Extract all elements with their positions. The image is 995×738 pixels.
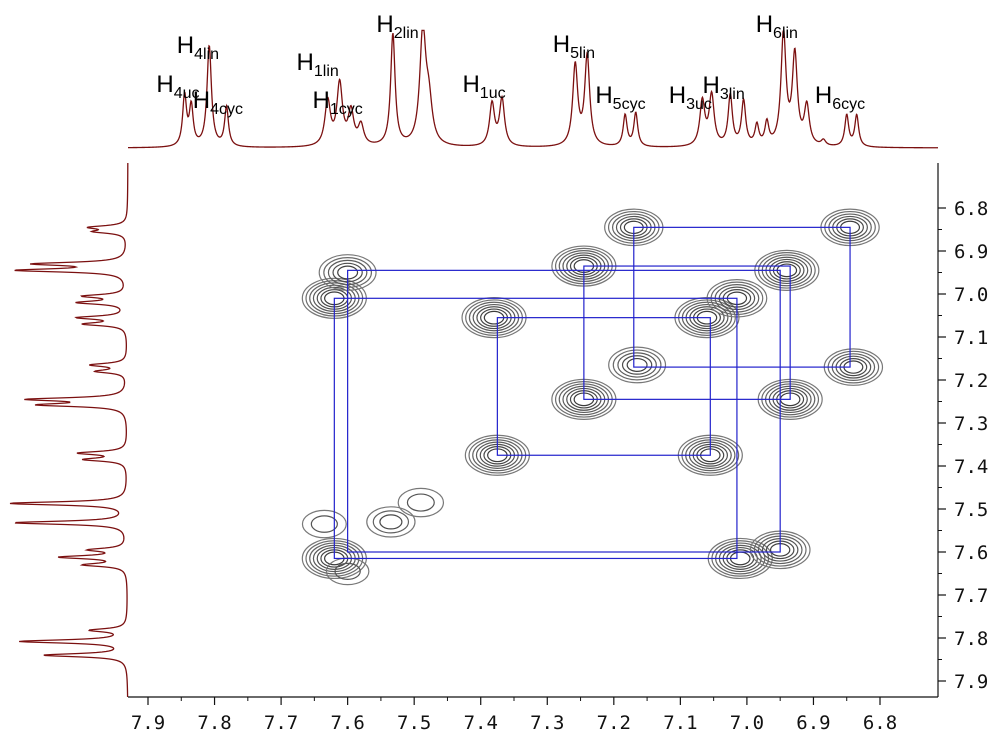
x-tick-label: 7.4 — [464, 712, 498, 734]
x-tick-label: 6.8 — [863, 712, 897, 734]
peak-label-main: H — [297, 49, 314, 76]
x-tick-label: 7.9 — [131, 712, 165, 734]
x-tick-label: 7.8 — [197, 712, 231, 734]
connectivity-box — [347, 269, 781, 553]
contour-level — [397, 487, 445, 518]
y-tick-label: 7.8 — [954, 628, 988, 650]
peak-label-main: H — [595, 82, 612, 109]
contour-level — [372, 510, 410, 534]
y-tick-label: 7.3 — [954, 413, 988, 435]
peak-label-sub: 6lin — [773, 25, 798, 42]
contour-level — [406, 493, 435, 512]
peak-label: H5cyc — [595, 82, 645, 113]
peak-label-main: H — [156, 71, 173, 98]
peak-label: H6cyc — [815, 82, 865, 113]
y-tick-label: 6.8 — [954, 198, 988, 220]
x-tick-label: 6.9 — [796, 712, 830, 734]
peak-label: H4cyc — [193, 87, 243, 118]
connectivity-boxes — [333, 226, 851, 560]
peak-label: H4uc — [156, 71, 199, 102]
contour-level — [612, 349, 662, 381]
peak-label-sub: 5cyc — [613, 96, 646, 113]
y-tick-label: 7.1 — [954, 327, 988, 349]
peak-label: H3uc — [669, 82, 712, 113]
peak-label: H3lin — [702, 72, 744, 103]
contour-level — [379, 514, 403, 530]
x-tick-label: 7.5 — [397, 712, 431, 734]
contour-level — [334, 562, 361, 580]
peak-label-sub: 2lin — [394, 25, 419, 42]
peak-label-sub: 4cyc — [210, 101, 243, 118]
peak-label-sub: 4uc — [174, 85, 200, 102]
peak-label-main: H — [553, 31, 570, 58]
x-tick-label: 7.7 — [264, 712, 298, 734]
peak-label-main: H — [702, 72, 719, 99]
x-axis-ticks: 7.9 7.8 7.7 7.6 7.5 7.4 7.3 7.2 7.1 7.0 6.9 6.8 — [131, 697, 897, 734]
peak-label-main: H — [177, 32, 194, 59]
peak-label-sub: 4lin — [194, 46, 219, 63]
top-spectrum-trace — [128, 29, 938, 149]
peak-label: H1uc — [462, 71, 505, 102]
contour-level — [617, 352, 657, 378]
y-tick-label: 6.9 — [954, 241, 988, 263]
connectivity-box — [583, 265, 791, 400]
peak-label-sub: 3uc — [686, 96, 712, 113]
contour-level — [621, 355, 653, 375]
peak-label-sub: 1uc — [480, 85, 506, 102]
x-tick-label: 7.0 — [730, 712, 764, 734]
contour-level — [366, 506, 416, 538]
connectivity-box — [496, 317, 711, 456]
x-tick-label: 7.3 — [530, 712, 564, 734]
peak-label: H2lin — [376, 11, 418, 42]
peak-label-main: H — [193, 87, 210, 114]
contour-level — [608, 346, 667, 384]
top-1d-spectrum — [128, 29, 938, 149]
y-tick-label: 7.6 — [954, 542, 988, 564]
side-projection-trace — [9, 163, 129, 698]
connectivity-box — [333, 297, 738, 560]
peak-label-main: H — [669, 82, 686, 109]
contour-level — [626, 357, 648, 372]
x-tick-label: 7.2 — [597, 712, 631, 734]
x-tick-label: 7.6 — [330, 712, 364, 734]
y-tick-label: 7.5 — [954, 499, 988, 521]
peak-label-main: H — [313, 87, 330, 114]
side-1d-projection — [9, 163, 129, 698]
peak-label-sub: 1lin — [314, 63, 339, 80]
peak-label: H6lin — [756, 11, 798, 42]
y-tick-label: 7.7 — [954, 585, 988, 607]
cross-peak — [397, 487, 445, 518]
contour-level — [310, 515, 338, 533]
peak-label: H1lin — [297, 49, 339, 80]
peak-label: H5lin — [553, 31, 595, 62]
peak-label: H4lin — [177, 32, 219, 63]
contour-level — [301, 509, 347, 539]
axes: 7.9 7.8 7.7 7.6 7.5 7.4 7.3 7.2 7.1 7.0 6.9 6.8 6.8… — [128, 163, 988, 734]
peak-label-main: H — [756, 11, 773, 38]
y-tick-label: 7.2 — [954, 370, 988, 392]
y-tick-label: 7.0 — [954, 284, 988, 306]
cross-peak — [301, 509, 347, 539]
peak-labels: H4ucH4linH4cycH1linH1cycH2linH1ucH5linH5… — [156, 11, 865, 118]
peak-label-main: H — [376, 11, 393, 38]
peak-label-sub: 5lin — [570, 45, 595, 62]
y-axis-ticks: 6.8 6.9 7.0 7.1 7.2 7.3 7.4 7.5 7.6 7.7 7.8 7.9 — [938, 198, 988, 693]
y-tick-label: 7.4 — [954, 456, 988, 478]
cross-peak — [366, 506, 416, 538]
cross-peak — [608, 346, 667, 384]
y-tick-label: 7.9 — [954, 671, 988, 693]
peak-label-sub: 1cyc — [330, 101, 363, 118]
peak-label-sub: 6cyc — [832, 96, 865, 113]
peak-label-sub: 3lin — [720, 86, 745, 103]
connectivity-box — [633, 226, 851, 368]
peak-label-main: H — [462, 71, 479, 98]
x-tick-label: 7.1 — [663, 712, 697, 734]
peak-label: H1cyc — [313, 87, 363, 118]
peak-label-main: H — [815, 82, 832, 109]
